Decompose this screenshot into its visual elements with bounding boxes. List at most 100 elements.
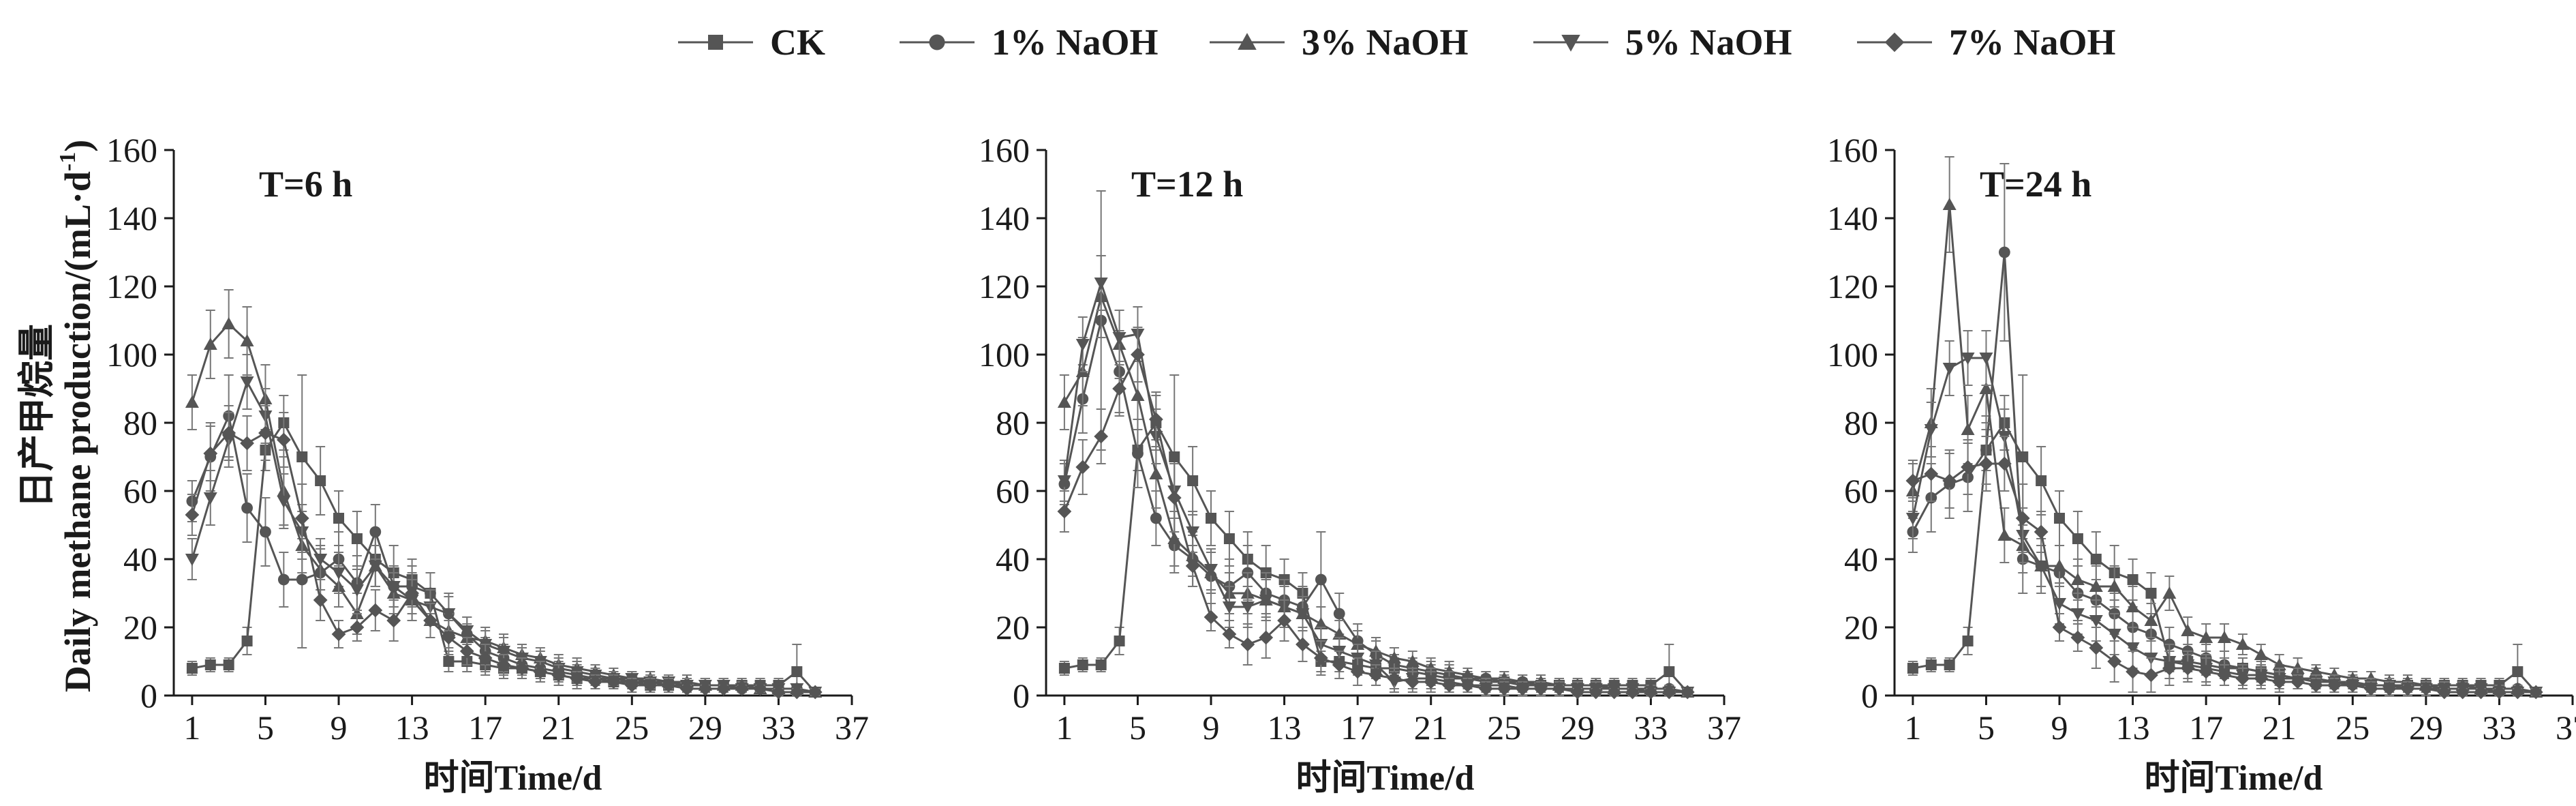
series-5 <box>185 405 823 700</box>
series-3 <box>185 289 823 698</box>
legend-label: CK <box>770 22 825 63</box>
data-point <box>661 678 676 693</box>
data-point <box>2054 513 2066 524</box>
data-point <box>277 496 291 508</box>
data-point <box>2144 614 2158 626</box>
data-point <box>1924 424 1938 436</box>
data-point <box>1905 473 1920 488</box>
data-point <box>2144 668 2158 683</box>
legend-label: 5% NaOH <box>1625 22 1792 63</box>
data-point <box>1661 685 1676 700</box>
x-tick-label: 13 <box>395 708 429 747</box>
data-point <box>1961 460 1975 475</box>
data-point <box>1114 636 1125 646</box>
y-tick-label: 160 <box>979 131 1030 169</box>
series-5 <box>1905 436 2543 700</box>
x-tick-label: 25 <box>615 708 649 747</box>
data-point <box>1112 381 1126 396</box>
y-tick-label: 160 <box>1827 131 1878 169</box>
data-point <box>1387 671 1402 686</box>
y-tick-label: 40 <box>123 540 157 578</box>
data-point <box>698 681 713 696</box>
data-point <box>551 668 566 683</box>
data-point <box>240 376 254 389</box>
data-point <box>2017 451 2029 462</box>
data-point <box>203 446 218 461</box>
data-point <box>2327 678 2342 693</box>
data-point <box>1167 490 1182 505</box>
x-tick-label: 25 <box>1487 708 1521 747</box>
data-point <box>186 663 198 674</box>
data-point <box>771 685 786 700</box>
data-point <box>2162 661 2177 676</box>
data-point <box>1552 681 1567 696</box>
data-point <box>1075 339 1090 351</box>
legend-marker-diamond <box>1884 32 1905 53</box>
data-point <box>588 674 602 689</box>
data-point <box>1962 636 1974 646</box>
data-point <box>1997 528 2012 541</box>
data-point <box>789 685 804 700</box>
data-point <box>441 630 456 645</box>
data-point <box>1979 456 1993 471</box>
data-point <box>2072 533 2083 544</box>
x-tick-label: 21 <box>542 708 576 747</box>
x-tick-label: 33 <box>761 708 795 747</box>
y-tick-label: 100 <box>979 335 1030 374</box>
data-point <box>1314 617 1328 629</box>
data-point <box>1942 473 1957 488</box>
data-point <box>2070 608 2085 621</box>
y-tick-label: 40 <box>1844 540 1878 578</box>
data-point <box>204 659 216 670</box>
data-point <box>332 567 346 580</box>
x-axis-title: 时间Time/d <box>1296 759 1475 798</box>
x-tick-label: 1 <box>183 708 200 747</box>
data-point <box>1570 685 1585 700</box>
x-tick-label: 13 <box>2116 708 2150 747</box>
data-point <box>369 526 382 538</box>
data-point <box>1057 475 1071 488</box>
data-point <box>294 511 309 526</box>
x-tick-label: 37 <box>2556 708 2576 747</box>
data-point <box>296 451 308 462</box>
data-point <box>1961 423 1975 435</box>
data-point <box>1057 395 1071 408</box>
data-point <box>1058 663 1070 674</box>
y-tick-label: 60 <box>996 472 1030 510</box>
data-point <box>1131 389 1145 401</box>
y-tick-label: 60 <box>123 472 157 510</box>
data-point <box>2053 598 2067 610</box>
data-point <box>443 656 455 667</box>
x-tick-label: 29 <box>1561 708 1595 747</box>
data-point <box>2070 573 2085 585</box>
data-point <box>1942 363 1957 375</box>
data-point <box>2419 681 2434 696</box>
y-tick-label: 140 <box>106 199 157 237</box>
data-point <box>185 395 199 408</box>
data-point <box>203 338 217 350</box>
data-point <box>2107 654 2122 669</box>
svg-text:日产甲烷量: 日产甲烷量 <box>16 324 57 508</box>
y-tick-label: 0 <box>1861 676 1878 715</box>
data-point <box>1150 512 1162 524</box>
data-point <box>2290 674 2305 689</box>
y-tick-label: 140 <box>1827 199 1878 237</box>
data-point <box>1944 659 1955 670</box>
data-point <box>276 432 291 447</box>
legend-label: 1% NaOH <box>992 22 1159 63</box>
data-point <box>1515 681 1530 696</box>
data-point <box>607 674 621 689</box>
y-axis-title: 日产甲烷量 Daily methane production/(mL·d-1) <box>16 140 98 692</box>
x-tick-label: 17 <box>2189 708 2223 747</box>
data-point <box>2218 631 2232 643</box>
data-point <box>2015 511 2030 526</box>
data-point <box>368 561 382 573</box>
data-point <box>1167 532 1182 544</box>
data-point <box>570 671 585 686</box>
data-point <box>1442 678 1457 693</box>
data-point <box>350 584 364 597</box>
data-point <box>277 573 290 586</box>
data-point <box>1998 246 2010 258</box>
y-tick-label: 0 <box>1013 676 1030 715</box>
panel-t12h: 0 20 40 60 80 100 120 140 160 1 5 9 13 17 21 25 29 33 37 时间… <box>979 131 1741 798</box>
